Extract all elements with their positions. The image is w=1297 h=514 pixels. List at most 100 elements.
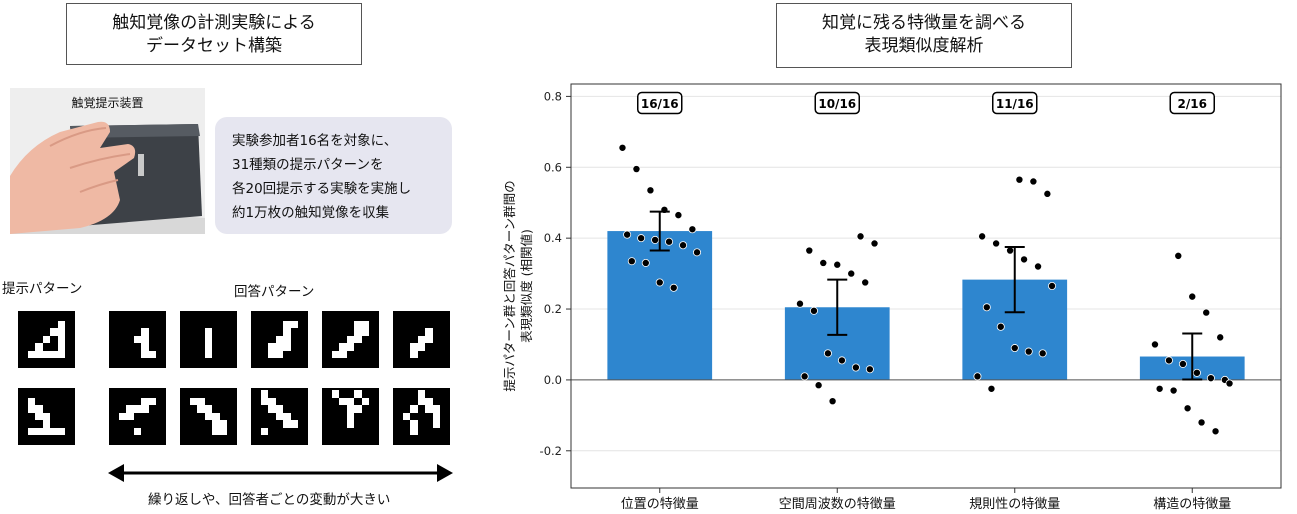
point-2-7	[861, 278, 870, 287]
x-tick-label-1: 位置の特徴量	[621, 497, 699, 512]
response-pattern-2-2	[180, 388, 237, 445]
point-4-13	[1183, 404, 1192, 413]
point-2-8	[795, 299, 804, 308]
stimulus-pattern-1	[18, 311, 75, 368]
point-4-16	[1225, 379, 1234, 388]
response-pattern-1-5	[393, 311, 450, 368]
point-3-11	[996, 322, 1005, 331]
point-3-15	[973, 372, 982, 381]
info-line-2: 31種類の提示パターンを	[232, 157, 384, 173]
point-3-1	[1015, 175, 1024, 184]
plot-frame	[570, 83, 1282, 489]
hand-on-device-illustration	[10, 88, 205, 234]
x-tick-label-3: 規則性の特徴量	[969, 497, 1060, 512]
point-2-5	[833, 260, 842, 269]
point-4-5	[1150, 340, 1159, 349]
point-1-14	[641, 258, 650, 267]
device-label: 触覚提示装置	[71, 96, 144, 110]
point-3-16	[987, 384, 996, 393]
point-2-13	[865, 365, 874, 374]
point-3-5	[992, 239, 1001, 248]
point-3-13	[1024, 347, 1033, 356]
point-1-6	[688, 225, 697, 234]
annotation-box-2	[814, 91, 860, 115]
left-title-line-2: データセット構築	[146, 36, 282, 56]
point-3-2	[1029, 177, 1038, 186]
x-tick-label-4: 構造の特徴量	[1153, 497, 1231, 512]
right-title-line-1: 知覚に残る特徴量を調べる	[822, 13, 1026, 33]
info-line-3: 各20回提示する実験を実施し	[232, 181, 412, 197]
response-pattern-1-2	[180, 311, 237, 368]
point-2-1	[856, 232, 865, 241]
point-2-3	[805, 246, 814, 255]
point-1-11	[679, 241, 688, 250]
stimulus-pattern-label: 提示パターン	[2, 281, 83, 297]
y-tick-label-5: 0.8	[544, 89, 562, 103]
point-3-8	[1034, 262, 1043, 271]
right-title-line-2: 表現類似度解析	[864, 36, 984, 56]
response-pattern-label: 回答パターン	[234, 284, 315, 300]
point-1-1	[618, 143, 627, 152]
response-pattern-2-4	[322, 388, 379, 445]
point-1-13	[627, 257, 636, 266]
response-pattern-2-5	[393, 388, 450, 445]
point-2-4	[819, 258, 828, 267]
bar-1	[607, 231, 713, 380]
response-pattern-2-1	[109, 388, 166, 445]
point-2-16	[828, 397, 837, 406]
annotation-3: 11/16	[996, 97, 1034, 111]
point-4-1	[1174, 251, 1183, 260]
point-3-3	[1043, 189, 1052, 198]
annotation-1: 16/16	[641, 97, 679, 111]
annotation-4: 2/16	[1178, 97, 1207, 111]
point-1-10	[665, 237, 674, 246]
response-pattern-2-3	[251, 388, 308, 445]
experiment-info-box: 実験参加者16名を対象に、 31種類の提示パターンを 各20回提示する実験を実施…	[215, 117, 452, 234]
point-1-7	[623, 230, 632, 239]
point-1-9	[651, 235, 660, 244]
response-pattern-1-4	[322, 311, 379, 368]
y-tick-label-1: 0.0	[544, 373, 562, 387]
info-line-1: 実験参加者16名を対象に、	[232, 133, 398, 149]
response-pattern-1-1	[109, 311, 166, 368]
point-2-11	[837, 356, 846, 365]
point-4-9	[1206, 374, 1215, 383]
point-1-12	[693, 248, 702, 257]
point-1-5	[674, 211, 683, 220]
left-title-line-1: 触知覚像の計測実験による	[112, 13, 316, 33]
point-2-9	[809, 306, 818, 315]
point-1-8	[637, 234, 646, 243]
point-3-9	[1048, 281, 1057, 290]
point-3-14	[1038, 349, 1047, 358]
rsa-bar-chart: -0.2 0.0 0.2 0.4 0.6 0.8 16/16 10/16 11/16 2/16 位置…	[502, 83, 1282, 512]
point-2-2	[870, 239, 879, 248]
point-3-10	[982, 303, 991, 312]
x-tick-label-2: 空間周波数の特徴量	[779, 497, 896, 512]
point-3-7	[1020, 255, 1029, 264]
point-4-15	[1211, 427, 1220, 436]
right-panel-title: 知覚に残る特徴量を調べる 表現類似度解析	[776, 3, 1072, 68]
point-3-4	[978, 232, 987, 241]
annotation-box-1	[637, 91, 683, 115]
y-tick-label-0: -0.2	[540, 444, 562, 458]
y-tick-label-4: 0.6	[544, 160, 562, 174]
point-2-15	[814, 381, 823, 390]
response-pattern-1-3	[251, 311, 308, 368]
point-4-6	[1164, 356, 1173, 365]
point-4-12	[1169, 386, 1178, 395]
point-1-3	[646, 186, 655, 195]
point-4-4	[1216, 333, 1225, 342]
point-3-6	[1006, 246, 1015, 255]
point-2-14	[800, 372, 809, 381]
double-arrow	[108, 464, 453, 482]
point-1-2	[632, 165, 641, 174]
point-4-11	[1155, 384, 1164, 393]
y-tick-label-3: 0.4	[544, 231, 562, 245]
point-2-6	[847, 269, 856, 278]
tactile-device-photo: 触覚提示装置	[10, 88, 205, 234]
point-2-10	[823, 349, 832, 358]
point-4-14	[1197, 418, 1206, 427]
left-panel-title: 触知覚像の計測実験による データセット構築	[66, 3, 362, 65]
y-axis-label-line-2: 表現類似度 (相関値)	[519, 229, 534, 343]
y-tick-label-2: 0.2	[544, 302, 562, 316]
